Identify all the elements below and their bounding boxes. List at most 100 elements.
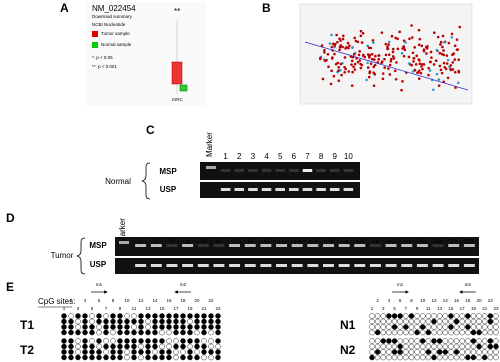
point	[371, 41, 375, 44]
point	[431, 88, 435, 92]
cpg-site	[380, 354, 387, 361]
cpg-site	[138, 324, 144, 330]
cpg-site	[431, 349, 437, 355]
site-number: 13	[145, 306, 151, 311]
cpg-site	[442, 354, 449, 361]
cpg-site	[448, 313, 454, 319]
cpg-site	[103, 338, 109, 344]
point	[398, 30, 401, 34]
cpg-site	[476, 313, 482, 319]
cpg-site	[425, 313, 432, 319]
lane-number: 13	[324, 238, 333, 247]
site-number: 4	[388, 298, 391, 303]
cpg-site	[159, 329, 165, 336]
cpg-site	[187, 349, 193, 355]
band	[354, 244, 366, 247]
point	[417, 77, 421, 80]
cpg-site	[493, 318, 499, 325]
point	[323, 59, 327, 63]
marker-band	[119, 241, 129, 244]
cpg-site	[442, 329, 449, 336]
cpg-site	[470, 329, 477, 336]
cpg-site	[131, 318, 137, 325]
cpg-site	[75, 329, 81, 336]
band	[416, 244, 428, 247]
cpg-site	[436, 338, 443, 344]
site-number: 11	[132, 306, 137, 311]
panel-label: E	[6, 280, 14, 294]
band	[343, 169, 354, 172]
cpg-site	[391, 343, 398, 350]
point	[453, 58, 457, 61]
site-number: 21	[201, 306, 207, 311]
point	[369, 62, 373, 66]
cpg-site	[187, 354, 193, 361]
point	[360, 41, 364, 44]
cpg-site	[208, 329, 214, 336]
point	[343, 70, 346, 74]
cpg-site	[145, 343, 151, 350]
site-number: 22	[488, 298, 494, 303]
site-number: 1	[371, 306, 374, 311]
panel-label: D	[6, 211, 15, 225]
site-number: 21	[482, 306, 488, 311]
cpg-site	[425, 318, 432, 325]
cpg-site	[103, 354, 109, 361]
point	[389, 59, 393, 63]
point	[336, 40, 339, 44]
point	[402, 46, 406, 50]
cpg-site	[487, 354, 494, 361]
cpg-site	[442, 338, 449, 344]
lane-number: 15	[355, 238, 364, 247]
band	[229, 264, 241, 267]
band	[248, 188, 258, 191]
point	[359, 34, 363, 38]
point	[437, 84, 441, 87]
band	[354, 264, 366, 267]
cpg-site	[194, 349, 200, 355]
cpg-site	[82, 343, 88, 350]
cpg-site	[414, 349, 420, 355]
cpg-site	[61, 318, 67, 325]
band	[416, 264, 428, 267]
point	[443, 40, 446, 44]
point	[428, 60, 432, 64]
point	[387, 67, 390, 70]
cpg-site	[173, 329, 179, 336]
cpg-site	[436, 329, 443, 336]
lane-number: 5	[278, 152, 283, 161]
point	[442, 49, 445, 52]
cpg-site	[442, 349, 449, 355]
cpg-site	[470, 349, 477, 355]
band	[291, 264, 303, 267]
band	[213, 244, 225, 247]
point	[422, 48, 426, 51]
band	[166, 244, 178, 247]
point	[329, 82, 333, 86]
lane-number: 6	[292, 152, 297, 161]
cpg-site	[380, 324, 387, 330]
primer: m1	[397, 282, 404, 287]
site-number: 19	[471, 306, 477, 311]
band	[307, 244, 319, 247]
cpg-site	[215, 329, 221, 336]
point	[386, 47, 389, 51]
cpg-site	[187, 318, 193, 325]
cpg-site	[448, 329, 454, 336]
cpg-site	[180, 318, 186, 325]
cpg-site	[465, 343, 471, 350]
cpg-site	[131, 313, 137, 319]
cpg-site	[386, 354, 392, 361]
point	[390, 34, 394, 38]
point	[427, 66, 431, 70]
site-number: 17	[173, 306, 179, 311]
point	[413, 46, 416, 49]
point	[388, 63, 392, 67]
cpg-site	[82, 349, 88, 355]
point	[437, 78, 441, 81]
cpg-site	[110, 318, 116, 325]
point	[328, 42, 332, 45]
cpg-site	[453, 318, 460, 325]
cpg-site	[380, 318, 387, 325]
point	[359, 29, 363, 33]
